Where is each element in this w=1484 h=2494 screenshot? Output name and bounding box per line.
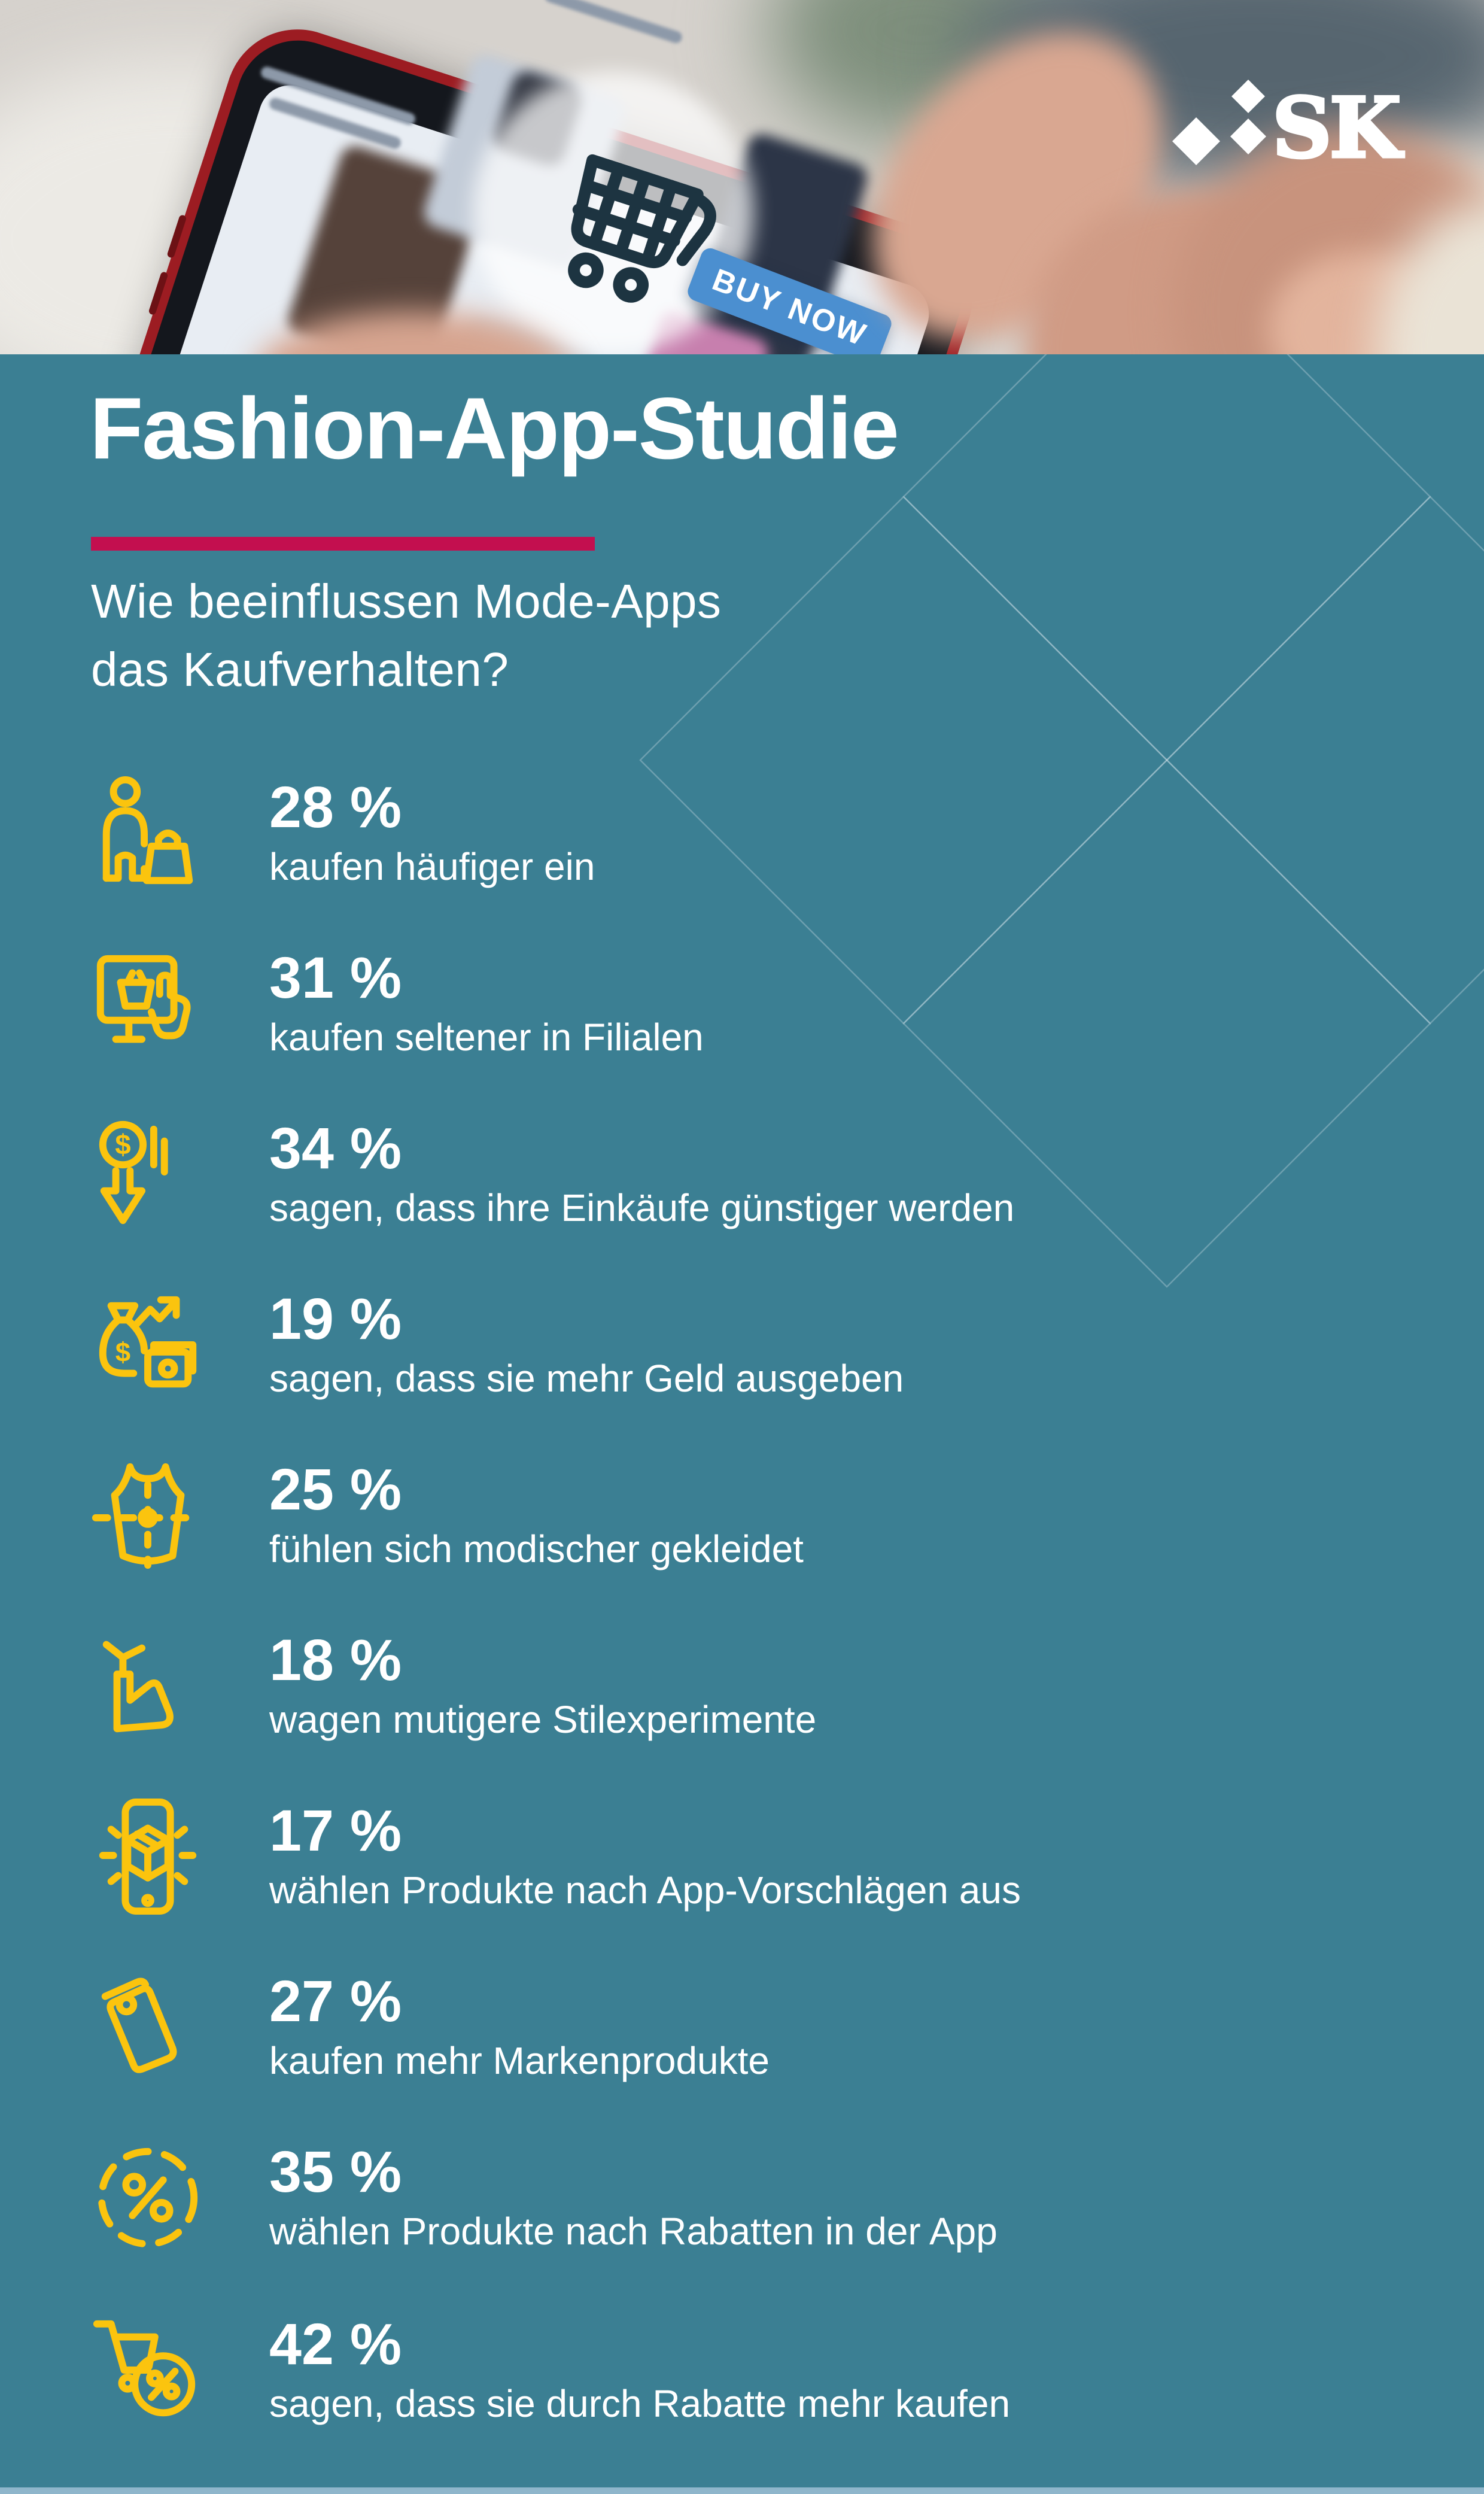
stat-value: 35 % (269, 2138, 402, 2204)
stat-label: sagen, dass sie mehr Geld ausgeben (269, 1356, 904, 1400)
stat-label: wagen mutigere Stilexperimente (269, 1697, 817, 1741)
page-subtitle: Wie beeinflussen Mode-Apps das Kaufverha… (91, 567, 722, 704)
sk-logo: SK (1172, 78, 1408, 170)
app-suggestion-box-icon (89, 1795, 207, 1918)
stat-label: kaufen seltener in Filialen (269, 1015, 704, 1059)
stat-row: 27 % kaufen mehr Markenprodukte (89, 1955, 770, 2099)
stat-value: 17 % (269, 1797, 402, 1863)
bottom-strip (0, 2487, 1484, 2494)
stat-value: 18 % (269, 1627, 402, 1693)
sk-logo-text: SK (1272, 79, 1404, 170)
stat-value: 27 % (269, 1968, 402, 2034)
stat-label: wählen Produkte nach Rabatten in der App (269, 2209, 998, 2253)
stat-row: 25 % fühlen sich modischer gekleidet (89, 1444, 804, 1587)
stat-row: 35 % wählen Produkte nach Rabatten in de… (89, 2126, 998, 2270)
cart-discount-icon (89, 2308, 207, 2432)
stat-value: 28 % (269, 774, 402, 840)
hero-photo: BUY NOW SK (0, 0, 1484, 354)
stat-label: wählen Produkte nach App-Vorschlägen aus (269, 1868, 1021, 1912)
stat-row: 18 % wagen mutigere Stilexperimente (89, 1614, 816, 1758)
stat-row: 17 % wählen Produkte nach App-Vorschläge… (89, 1785, 1021, 1928)
stat-label: kaufen häufiger ein (269, 845, 595, 888)
subtitle-line-1: Wie beeinflussen Mode-Apps (91, 575, 722, 628)
money-bag-growth-icon: $ (89, 1283, 207, 1407)
svg-text:$: $ (115, 1129, 130, 1161)
stat-label: sagen, dass ihre Einkäufe günstiger werd… (269, 1186, 1015, 1229)
discount-percent-circle-icon (89, 2136, 207, 2259)
stat-row: $ 19 % sagen, dass sie mehr Geld ausgebe… (89, 1273, 904, 1417)
high-heel-icon (89, 1624, 207, 1748)
page-title: Fashion-App-Studie (90, 379, 899, 477)
fashion-vest-icon (89, 1454, 207, 1577)
shopping-cart-icon (568, 154, 716, 303)
subtitle-line-2: das Kaufverhalten? (91, 643, 509, 697)
stat-row: 42 % sagen, dass sie durch Rabatte mehr … (89, 2298, 1010, 2442)
stat-value: 34 % (269, 1115, 402, 1181)
stat-row: $ 34 % sagen, dass ihre Einkäufe günstig… (89, 1102, 1014, 1246)
stat-row: 28 % kaufen häufiger ein (89, 761, 595, 905)
person-shopping-bag-icon (89, 771, 207, 895)
title-underline (91, 537, 595, 551)
blurred-text-line (543, 0, 684, 45)
stat-value: 42 % (269, 2311, 402, 2377)
stat-row: 31 % kaufen seltener in Filialen (89, 932, 704, 1076)
stat-value: 19 % (269, 1286, 402, 1351)
stat-label: sagen, dass sie durch Rabatte mehr kaufe… (269, 2381, 1011, 2425)
stat-value: 25 % (269, 1456, 402, 1522)
price-drop-arrow-icon: $ (89, 1113, 207, 1236)
price-tags-icon (89, 1966, 207, 2089)
svg-text:$: $ (115, 1337, 130, 1368)
stat-label: kaufen mehr Markenprodukte (269, 2039, 770, 2082)
online-shop-click-icon (89, 942, 207, 1065)
stat-value: 31 % (269, 944, 402, 1010)
stat-label: fühlen sich modischer gekleidet (269, 1527, 804, 1570)
